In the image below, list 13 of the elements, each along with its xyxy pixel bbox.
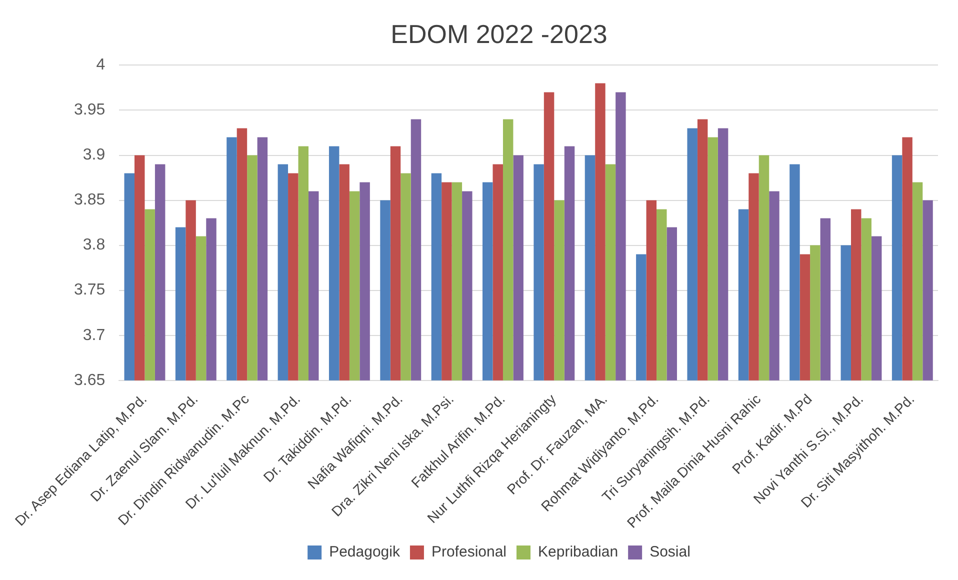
legend-label: Sosial: [650, 544, 690, 561]
y-tick-label: 3.65: [74, 372, 106, 389]
legend-label: Pedagogik: [329, 544, 400, 561]
y-tick-label: 3.85: [74, 192, 106, 209]
legend-label: Profesional: [431, 544, 507, 561]
chart-title: EDOM 2022 -2023: [390, 18, 608, 49]
y-tick-label: 3.75: [74, 282, 106, 299]
y-tick-label: 3.9: [82, 146, 106, 164]
y-tick-label: 3.95: [74, 102, 106, 119]
y-tick-label: 3.8: [82, 236, 106, 254]
y-tick-label: 4: [96, 56, 106, 74]
y-tick-label: 3.7: [82, 326, 106, 344]
legend-label: Kepribadian: [538, 544, 618, 561]
